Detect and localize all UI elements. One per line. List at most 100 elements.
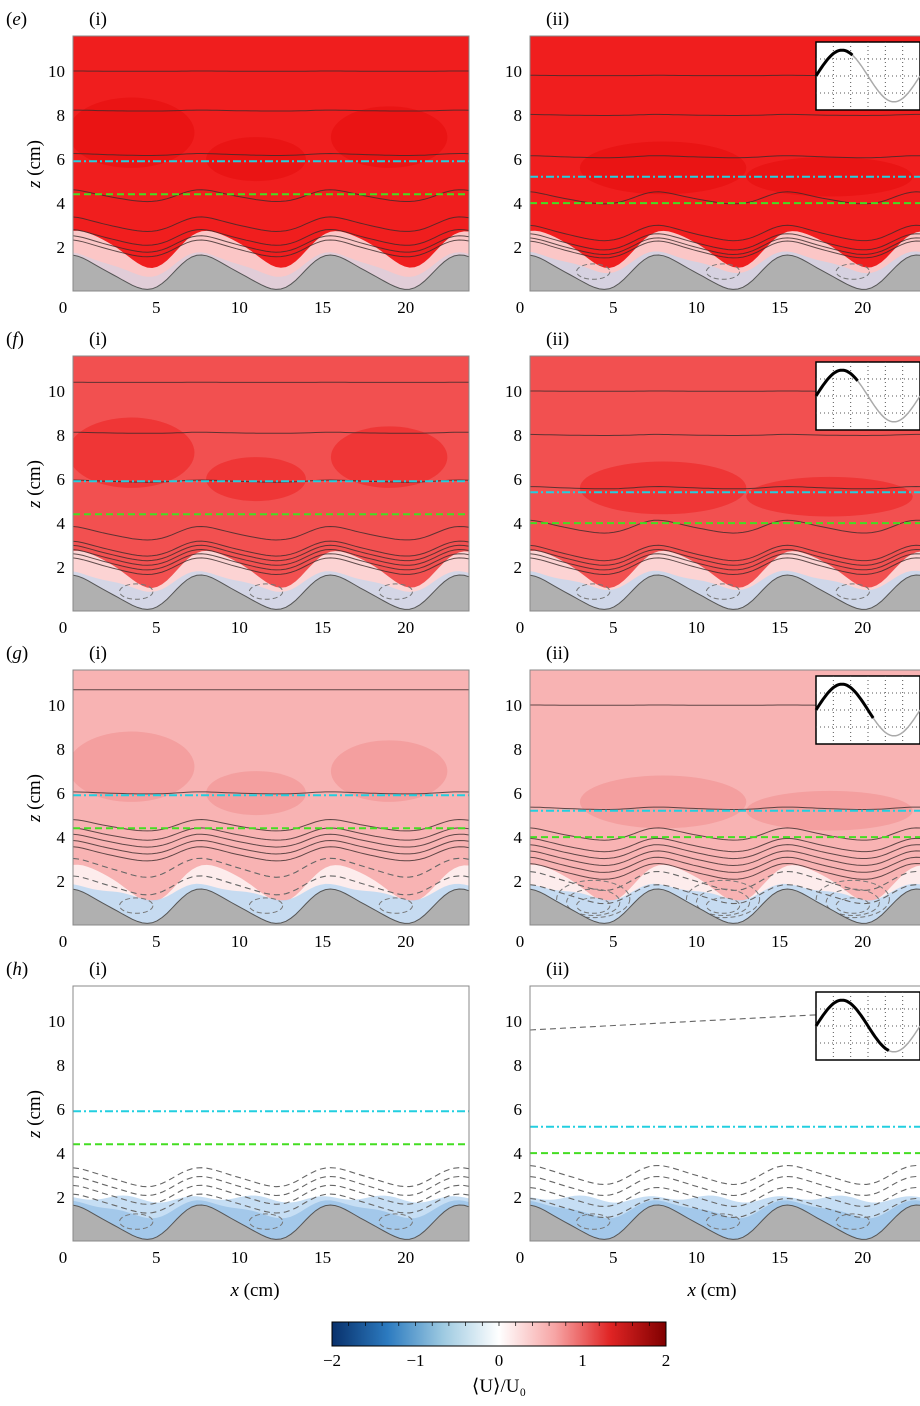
eddy-contour (835, 583, 870, 600)
y-tick-label: 10 (48, 696, 65, 715)
x-tick-label: 5 (152, 932, 161, 951)
x-tick-label: 10 (688, 932, 705, 951)
row-label-e: (e) (6, 9, 27, 30)
negative-contour (73, 875, 469, 896)
velocity-blob (579, 141, 747, 195)
panel-frame (72, 985, 470, 1242)
negative-contour (73, 1175, 469, 1197)
recirculation-zone (530, 883, 920, 924)
negative-contour (530, 1186, 920, 1208)
inset-phase-marker (814, 998, 890, 1052)
panel-tag: (ii) (546, 329, 569, 350)
velocity-blob (579, 461, 747, 515)
velocity-contour (530, 240, 920, 259)
panel-tag: (ii) (546, 959, 569, 980)
panel-tag: (i) (89, 959, 107, 980)
x-tick-label: 20 (854, 932, 871, 951)
x-tick-label: 5 (609, 1248, 618, 1267)
y-tick-label: 2 (514, 872, 523, 891)
y-tick-label: 4 (57, 1144, 66, 1163)
eddy-contour (835, 1213, 870, 1230)
velocity-contour (530, 806, 920, 810)
x-tick-label: 15 (771, 618, 788, 637)
inset-phase-marker (814, 682, 875, 719)
x-tick-label: 10 (688, 298, 705, 317)
negative-contour (530, 1197, 920, 1219)
panel-frame (529, 669, 920, 926)
eddy-contour (248, 583, 284, 600)
eddy-contour (695, 888, 751, 916)
velocity-contour (530, 224, 920, 242)
y-tick-label: 4 (514, 1144, 523, 1163)
panel-e-i: (i) 2 4 6 8 10 0 5 10 15 20 (48, 9, 470, 317)
velocity-blob (73, 731, 195, 802)
colorbar-tick-label: −1 (406, 1351, 424, 1370)
y-tick-label: 8 (514, 740, 523, 759)
bedform-wall (73, 254, 469, 291)
velocity-blob (73, 97, 195, 168)
shear-layer (73, 550, 469, 610)
panel-g-ii: (ii) 2 4 6 8 10 0 5 10 15 20 (505, 643, 920, 951)
eddy-contour (705, 583, 741, 600)
velocity-contour (73, 525, 469, 541)
velocity-blob (330, 740, 448, 802)
panel-g-i: (i) 2 4 6 8 10 0 5 10 15 20 (48, 643, 470, 951)
bedform-wall (530, 888, 920, 925)
velocity-contour (73, 846, 469, 862)
eddy-contour (248, 1213, 284, 1230)
negative-contour (530, 1164, 920, 1186)
y-tick-label: 8 (514, 426, 523, 445)
velocity-contour (73, 189, 469, 203)
panel-f-i: (i) 2 4 6 8 10 0 5 10 15 20 (48, 329, 470, 637)
shear-layer (73, 864, 469, 924)
x-tick-label: 0 (516, 932, 525, 951)
y-tick-label: 8 (514, 106, 523, 125)
phase-inset (814, 675, 920, 745)
negative-contour (530, 870, 920, 892)
panel-frame (529, 355, 920, 612)
y-tick-label: 2 (514, 558, 523, 577)
velocity-blob (746, 476, 913, 517)
velocity-contour (530, 433, 920, 436)
recirculation-zone (73, 252, 469, 290)
y-tick-label: 10 (505, 1012, 522, 1031)
eddy-contour (815, 879, 890, 919)
recirculation-core (530, 1200, 920, 1240)
panel-h-ii: (ii) 2 4 6 8 10 0 5 10 15 20 (505, 959, 920, 1267)
x-tick-label: 0 (59, 618, 68, 637)
x-tick-label: 20 (397, 618, 414, 637)
velocity-contour (73, 540, 469, 557)
recirculation-zone (73, 571, 469, 610)
y-tick-label: 2 (514, 238, 523, 257)
x-tick-label: 20 (854, 1248, 871, 1267)
velocity-contour (73, 827, 469, 841)
x-tick-label: 10 (231, 1248, 248, 1267)
y-tick-label: 8 (57, 426, 66, 445)
velocity-blob (330, 426, 448, 488)
y-tick-label: 2 (57, 558, 66, 577)
row-label-f: (f) (6, 329, 24, 350)
x-tick-label: 15 (314, 1248, 331, 1267)
row-e: (e) (i) 2 4 6 8 10 0 5 10 15 20 (ii) 2 4 6 8 10 0 5 10 15 20 z … (6, 9, 920, 317)
y-axis-label: z (cm) (24, 460, 45, 509)
y-tick-label: 10 (48, 1012, 65, 1031)
colorbar-tick-label: −2 (323, 1351, 341, 1370)
x-tick-label: 20 (397, 932, 414, 951)
y-tick-label: 6 (57, 470, 66, 489)
eddy-contour (119, 897, 154, 914)
eddy-contour (576, 897, 611, 914)
colorbar-tick-label: 1 (578, 1351, 587, 1370)
y-axis-label: z (cm) (24, 774, 45, 823)
panel-f-ii: (ii) 2 4 6 8 10 0 5 10 15 20 (505, 329, 920, 637)
panel-field (73, 36, 469, 291)
row-f: (f) (i) 2 4 6 8 10 0 5 10 15 20 (ii) 2 4 6 8 10 0 5 10 15 20 z … (6, 329, 920, 637)
velocity-contour (73, 152, 469, 156)
x-tick-label: 10 (688, 1248, 705, 1267)
x-axis-label: x (cm) (686, 1280, 736, 1301)
y-tick-label: 4 (514, 194, 523, 213)
x-tick-label: 20 (397, 1248, 414, 1267)
velocity-contour (530, 544, 920, 562)
row-label-h: (h) (6, 959, 28, 980)
bedform-wall (530, 254, 920, 291)
